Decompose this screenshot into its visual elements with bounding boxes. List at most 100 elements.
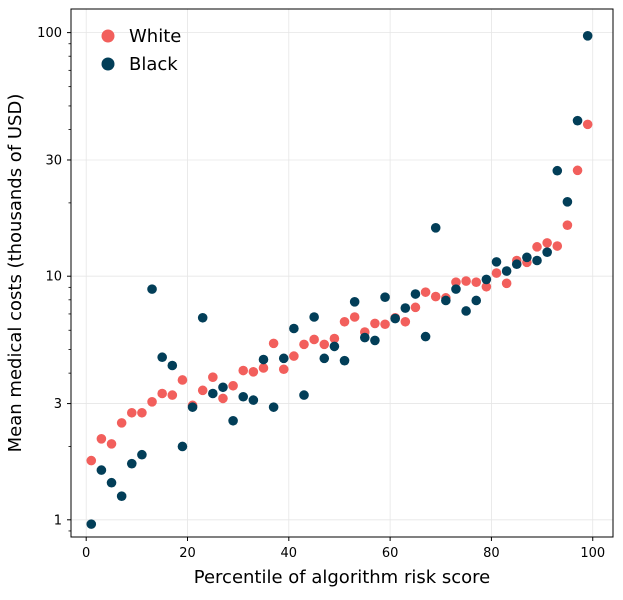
point-black bbox=[238, 391, 249, 402]
point-black bbox=[481, 274, 492, 285]
point-black bbox=[370, 335, 380, 346]
x-axis-label: Percentile of algorithm risk score bbox=[194, 567, 490, 588]
point-black bbox=[542, 247, 552, 257]
point-white bbox=[329, 333, 340, 344]
point-white bbox=[278, 364, 289, 375]
y-tick-label: 100 bbox=[37, 26, 62, 41]
point-white bbox=[461, 276, 471, 286]
point-black bbox=[126, 458, 137, 469]
y-tick-label: 3 bbox=[54, 397, 62, 412]
grid-layer bbox=[71, 9, 613, 537]
point-black bbox=[471, 295, 482, 306]
point-white bbox=[400, 316, 411, 327]
point-white bbox=[542, 238, 552, 248]
point-black bbox=[420, 331, 431, 342]
point-black bbox=[501, 266, 512, 276]
point-black bbox=[430, 223, 441, 233]
legend-marker-black bbox=[101, 57, 115, 71]
point-black bbox=[248, 395, 259, 405]
y-tick-label: 10 bbox=[45, 270, 62, 285]
point-black bbox=[380, 292, 390, 303]
point-black bbox=[572, 115, 583, 126]
point-white bbox=[420, 287, 431, 297]
point-white bbox=[96, 434, 107, 444]
point-black bbox=[167, 360, 178, 371]
point-white bbox=[218, 393, 228, 404]
point-black bbox=[410, 289, 421, 299]
point-white bbox=[137, 407, 147, 418]
point-black bbox=[552, 165, 563, 176]
point-white bbox=[451, 277, 461, 287]
point-white bbox=[177, 375, 188, 385]
legend-label-black: Black bbox=[129, 54, 178, 75]
x-tick-label: 40 bbox=[281, 546, 298, 561]
point-black bbox=[309, 312, 319, 322]
point-white bbox=[319, 339, 330, 350]
point-white bbox=[430, 291, 441, 302]
point-black bbox=[157, 352, 167, 363]
point-black bbox=[582, 31, 593, 41]
legend: White Black bbox=[101, 26, 181, 75]
point-black bbox=[96, 465, 107, 475]
point-white bbox=[258, 363, 269, 373]
point-black bbox=[400, 303, 411, 313]
point-white bbox=[86, 455, 97, 466]
point-black bbox=[106, 477, 117, 488]
point-white bbox=[370, 318, 380, 329]
point-white bbox=[116, 418, 127, 428]
point-white bbox=[208, 372, 218, 382]
point-black bbox=[258, 354, 269, 365]
legend-marker-white bbox=[101, 29, 115, 43]
point-black bbox=[339, 355, 350, 366]
point-black bbox=[228, 415, 238, 426]
point-white bbox=[126, 407, 137, 418]
point-black bbox=[278, 353, 289, 364]
y-tick-label: 30 bbox=[45, 153, 62, 168]
x-tick-label: 20 bbox=[179, 546, 196, 561]
point-black bbox=[177, 441, 188, 452]
point-black bbox=[522, 252, 532, 263]
point-white bbox=[309, 334, 319, 345]
point-black bbox=[147, 284, 157, 294]
point-black bbox=[390, 313, 400, 324]
y-tick-label: 1 bbox=[54, 513, 62, 528]
point-white bbox=[238, 365, 249, 376]
x-tick-label: 100 bbox=[580, 546, 605, 561]
point-black bbox=[86, 519, 97, 529]
point-white bbox=[380, 319, 390, 330]
point-white bbox=[471, 277, 482, 287]
point-white bbox=[339, 316, 350, 327]
point-black bbox=[116, 491, 127, 501]
point-black bbox=[532, 255, 542, 266]
point-white bbox=[562, 220, 573, 230]
point-black bbox=[197, 312, 208, 323]
point-white bbox=[582, 119, 593, 130]
point-black bbox=[562, 197, 573, 207]
point-black bbox=[451, 284, 461, 294]
y-axis-label: Mean medical costs (thousands of USD) bbox=[5, 94, 26, 453]
point-white bbox=[167, 390, 178, 400]
point-white bbox=[481, 281, 492, 292]
point-white bbox=[228, 380, 238, 391]
ticks-layer: 0 20 40 60 80 100 1 3 10 30 100 bbox=[37, 26, 605, 561]
point-black bbox=[511, 259, 522, 270]
point-white bbox=[501, 278, 512, 289]
point-black bbox=[137, 449, 147, 460]
point-white bbox=[349, 312, 360, 322]
point-white bbox=[289, 351, 299, 361]
point-black bbox=[441, 295, 451, 306]
point-white bbox=[532, 242, 542, 252]
x-tick-label: 60 bbox=[382, 546, 399, 561]
point-black bbox=[349, 297, 360, 307]
points-layer bbox=[86, 31, 593, 529]
point-white bbox=[147, 397, 157, 407]
point-black bbox=[187, 402, 198, 412]
point-black bbox=[491, 257, 502, 267]
point-black bbox=[268, 402, 279, 412]
point-white bbox=[157, 388, 167, 399]
legend-label-white: White bbox=[129, 26, 181, 47]
point-white bbox=[572, 165, 583, 176]
point-black bbox=[359, 332, 370, 343]
